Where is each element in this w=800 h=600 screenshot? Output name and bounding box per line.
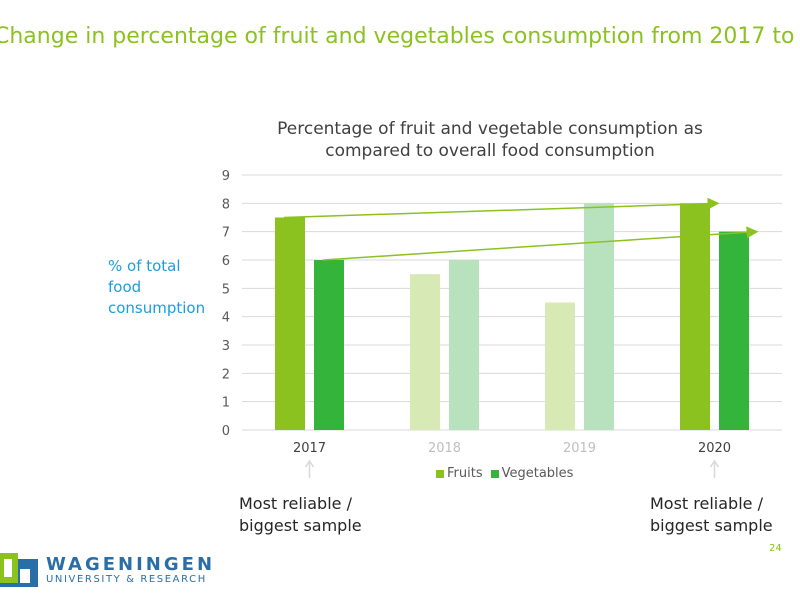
trend-arrow-vegetables [322, 226, 759, 261]
bar-vegetables-2018 [449, 260, 479, 430]
y-axis-label-line-1: % of total [108, 257, 181, 275]
note-2017: Most reliable / biggest sample [239, 493, 362, 537]
trend-arrow-fruits [283, 197, 720, 219]
legend-swatch-fruits [436, 469, 444, 478]
chart-title-line-1: Percentage of fruit and vegetable consum… [277, 119, 703, 139]
logo-name: WAGENINGEN [46, 554, 216, 575]
x-tick-label: 2019 [563, 441, 596, 456]
note-2020-line-2: biggest sample [650, 516, 773, 535]
bar-vegetables-2020 [719, 231, 749, 430]
highlight-arrow-head [304, 459, 315, 468]
y-tick-label: 8 [222, 197, 230, 212]
note-2017-line-2: biggest sample [239, 516, 362, 535]
note-2017-line-1: Most reliable / [239, 494, 352, 513]
page-number: 24 [769, 543, 782, 554]
chart-legend: Fruits Vegetables [436, 466, 573, 481]
y-tick-label: 2 [222, 367, 230, 382]
legend-label-vegetables: Vegetables [501, 466, 574, 481]
y-axis-label: % of total food consumption [108, 256, 218, 319]
bar-fruits-2020 [680, 203, 710, 430]
legend-label-fruits: Fruits [447, 466, 483, 481]
x-tick-label: 2018 [428, 441, 461, 456]
y-tick-label: 6 [222, 254, 230, 269]
bar-vegetables-2019 [584, 203, 614, 430]
note-2020-line-1: Most reliable / [650, 494, 763, 513]
y-tick-label: 0 [222, 424, 230, 439]
wageningen-logo-icon [0, 553, 38, 587]
bar-fruits-2017 [275, 217, 305, 430]
legend-item-fruits: Fruits [436, 466, 483, 481]
x-tick-label: 2020 [698, 441, 731, 456]
highlight-arrow-head [709, 459, 720, 468]
legend-item-vegetables: Vegetables [490, 466, 574, 481]
y-axis-label-line-2: food [108, 278, 142, 296]
note-2020: Most reliable / biggest sample [650, 493, 773, 537]
y-tick-label: 9 [222, 169, 230, 184]
y-tick-label: 4 [222, 311, 230, 326]
y-axis-label-line-3: consumption [108, 299, 206, 317]
y-tick-label: 7 [222, 226, 230, 241]
legend-swatch-vegetables [490, 469, 499, 478]
x-tick-label: 2017 [293, 441, 326, 456]
chart-title-line-2: compared to overall food consumption [325, 141, 655, 161]
logo-subtitle: UNIVERSITY & RESEARCH [46, 574, 207, 585]
y-tick-label: 5 [222, 282, 230, 297]
chart-title: Percentage of fruit and vegetable consum… [230, 118, 750, 162]
bar-fruits-2018 [410, 274, 440, 430]
y-tick-label: 3 [222, 339, 230, 354]
y-tick-label: 1 [222, 396, 230, 411]
bar-fruits-2019 [545, 302, 575, 430]
slide-title: Change in percentage of fruit and vegeta… [0, 24, 800, 49]
bar-vegetables-2017 [314, 260, 344, 430]
